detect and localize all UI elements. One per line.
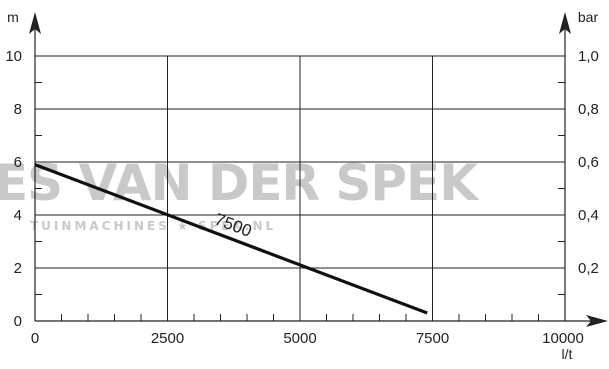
x-tick-label: 7500: [416, 330, 449, 347]
y2-axis-unit: bar: [578, 9, 599, 25]
y-tick-label: 0: [14, 313, 22, 330]
x-axis-unit: l/t: [562, 346, 573, 362]
y2-tick-label: 0,4: [578, 207, 599, 224]
y-axis-arrow: [29, 12, 41, 34]
y2-tick-label: 0,2: [578, 260, 599, 277]
y-tick-label: 2: [14, 260, 22, 277]
axes: [29, 12, 608, 327]
x-axis-arrow: [586, 315, 608, 327]
series: [34, 163, 428, 315]
x-tick-label: 5000: [283, 330, 316, 347]
y-tick-label: 10: [5, 48, 22, 65]
y-tick-label: 8: [14, 101, 22, 118]
y-axis-unit: m: [7, 9, 19, 25]
y-tick-label: 4: [14, 207, 22, 224]
labels: 0 2 4 6 8 10 0,2 0,4 0,6 0,8 1,0 0 2500 5000 7500 10000…: [5, 9, 599, 362]
y2-tick-label: 0,6: [578, 154, 599, 171]
y2-tick-label: 0,8: [578, 101, 599, 118]
x-tick-label: 0: [31, 330, 39, 347]
x-tick-label: 10000: [542, 330, 584, 347]
y-tick-label: 6: [14, 154, 22, 171]
series-label-7500: 7500: [212, 210, 254, 241]
watermark-line2: TUINMACHINES ★ SPEK.NL: [30, 219, 276, 233]
y2-tick-label: 1,0: [578, 48, 599, 65]
grid: [35, 55, 565, 321]
x-tick-label: 2500: [151, 330, 184, 347]
watermark-line1: ES VAN DER SPEK: [0, 154, 480, 212]
y2-axis-arrow: [559, 12, 571, 34]
ticks: [35, 82, 565, 321]
series-line-7500: [34, 163, 428, 315]
